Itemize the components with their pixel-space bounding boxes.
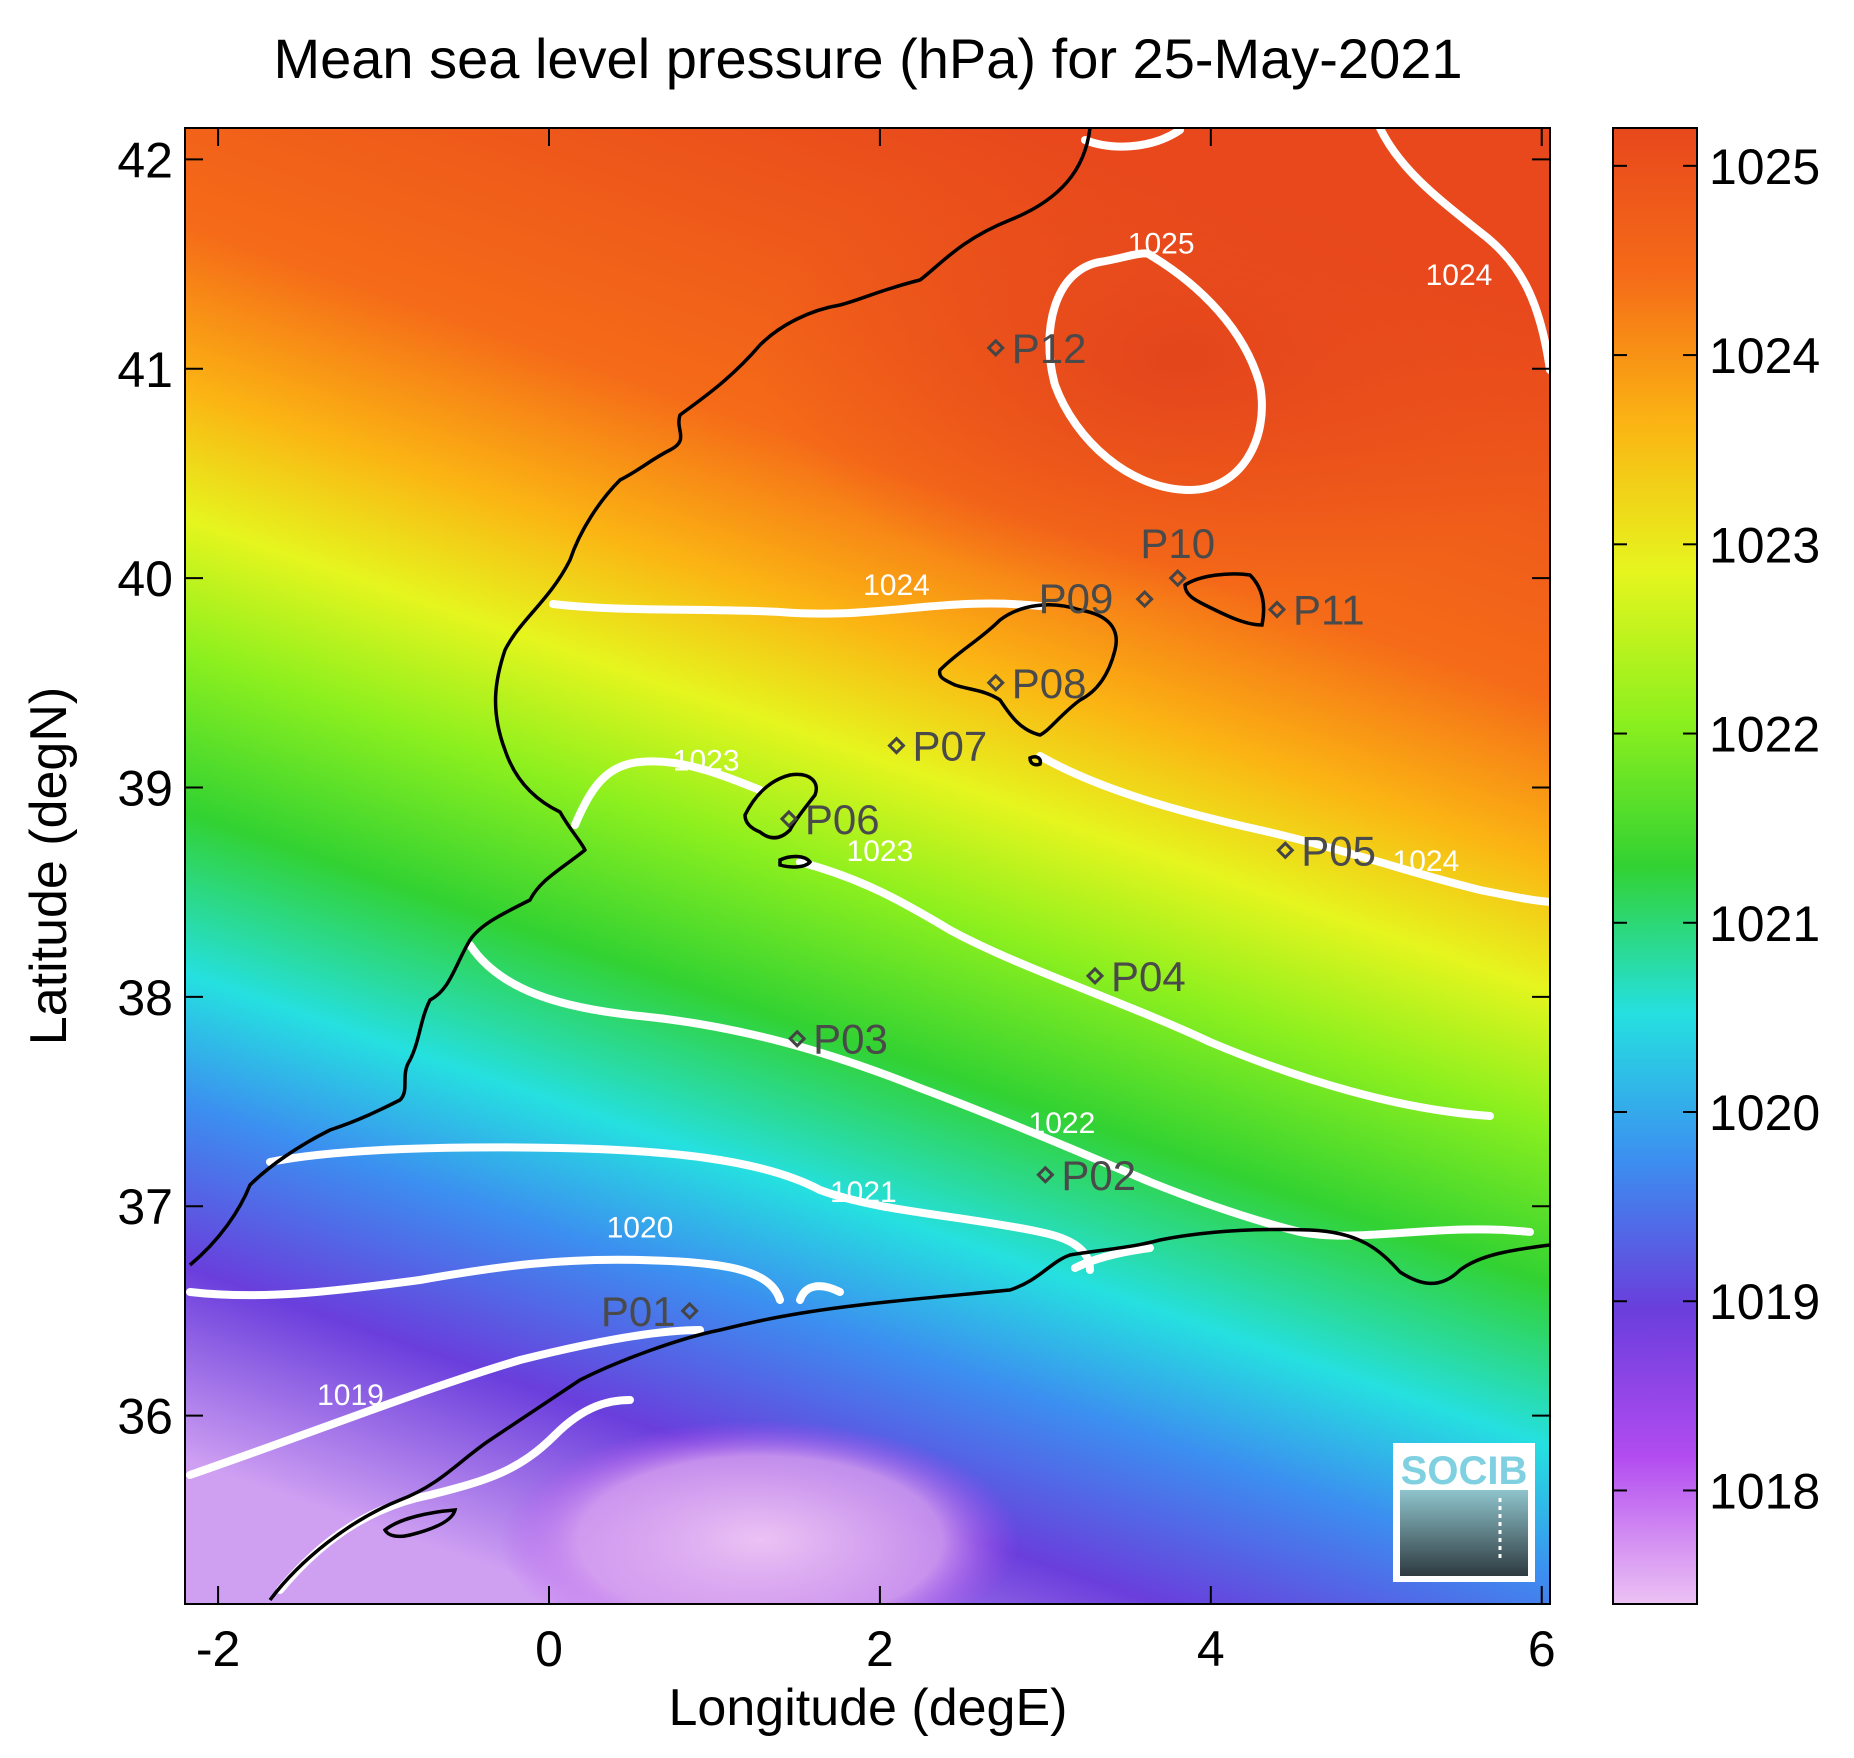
isobar-label: 1020 xyxy=(607,1212,674,1245)
iberian-coast xyxy=(188,128,1092,1267)
isobar-label: 1024 xyxy=(1393,845,1460,878)
x-axis-label: Longitude (degE) xyxy=(669,1679,1068,1737)
isobar-1025 xyxy=(1045,249,1266,494)
station-marker[interactable] xyxy=(887,736,906,755)
isobars xyxy=(186,128,1550,1594)
colorbar-tick-label: 1024 xyxy=(1709,328,1820,384)
station-label: P11 xyxy=(1293,587,1365,634)
formentera-island xyxy=(778,854,813,869)
colorbar-tick-label: 1019 xyxy=(1709,1274,1820,1330)
station-label: P05 xyxy=(1301,827,1376,874)
station-label: P03 xyxy=(813,1016,888,1063)
isobar-1024-north xyxy=(1376,128,1550,374)
station-marker[interactable] xyxy=(1267,600,1287,619)
y-tick-label: 42 xyxy=(117,132,173,188)
station-marker[interactable] xyxy=(1276,841,1295,860)
station-label: P06 xyxy=(805,796,880,843)
isobar-label: 1019 xyxy=(317,1379,384,1412)
y-tick-label: 41 xyxy=(117,342,173,398)
y-tick-label: 40 xyxy=(117,551,173,607)
x-tick-label: -2 xyxy=(196,1621,240,1677)
colorbar-tick-label: 1023 xyxy=(1709,517,1820,573)
map-plot-area: 1019 1020 1021 1022 1023 1023 1024 1024 1024 1025… xyxy=(185,128,1550,1604)
station-marker[interactable] xyxy=(986,338,1005,357)
isobar-1024-b xyxy=(1036,752,1550,906)
station-label: P02 xyxy=(1061,1152,1136,1199)
isobar-labels: 1019 1020 1021 1022 1023 1023 1024 1024 1024 1025 xyxy=(317,228,1492,1412)
x-tick-label: 4 xyxy=(1197,1621,1225,1677)
colorbar: 1018 1019 1020 1021 1022 1023 1024 1025 xyxy=(1612,127,1820,1605)
isobar-1024-top xyxy=(1081,128,1184,151)
socib-logo: SOCIB xyxy=(1393,1443,1535,1582)
logo-text: SOCIB xyxy=(1401,1449,1528,1493)
station-label: P07 xyxy=(912,723,987,770)
isobar-1021-b xyxy=(1071,1244,1154,1272)
station-marker[interactable] xyxy=(1036,1165,1055,1184)
pressure-high-north xyxy=(760,128,1550,600)
mallorca-island xyxy=(937,603,1118,737)
station-label: P01 xyxy=(601,1288,676,1335)
x-tick-label: 2 xyxy=(866,1621,894,1677)
isobar-1021 xyxy=(266,1143,1094,1274)
isobar-1023-b xyxy=(796,858,1494,1120)
isobar-label: 1023 xyxy=(847,835,914,868)
isobar-label: 1024 xyxy=(863,569,930,602)
y-axis: 36 37 38 39 40 41 42 xyxy=(117,132,1550,1445)
isobar-1019 xyxy=(186,1326,704,1479)
colorbar-tick-label: 1020 xyxy=(1709,1085,1820,1141)
colorbar-bar xyxy=(1612,127,1698,1605)
station-label: P08 xyxy=(1012,660,1087,707)
isobar-1020-b xyxy=(796,1282,844,1304)
menorca-island xyxy=(1183,572,1266,627)
station-label: P04 xyxy=(1111,953,1186,1000)
y-tick-label: 36 xyxy=(117,1389,173,1445)
station-marker[interactable] xyxy=(986,673,1005,692)
y-axis-label: Latitude (degN) xyxy=(20,687,78,1045)
african-coast xyxy=(268,1227,1550,1602)
isobar-1020 xyxy=(186,1255,784,1304)
isobar-label: 1022 xyxy=(1029,1107,1096,1140)
colorbar-ticks: 1018 1019 1020 1021 1022 1023 1024 1025 xyxy=(1613,139,1820,1519)
y-tick-label: 38 xyxy=(117,970,173,1026)
stations-layer: P01 P02 P03 P04 P05 P06 P07 P08 P09 P10 P11 P12 xyxy=(601,325,1376,1335)
station-marker[interactable] xyxy=(788,1029,807,1048)
isobar-1024 xyxy=(549,599,1044,618)
cabrera-island xyxy=(1028,755,1043,767)
plot-frame xyxy=(184,127,1551,1605)
isobar-label: 1024 xyxy=(1426,259,1493,292)
station-marker[interactable] xyxy=(680,1301,699,1321)
ibiza-island xyxy=(743,772,818,840)
isobar-1023 xyxy=(571,757,764,829)
colorbar-tick-label: 1021 xyxy=(1709,896,1820,952)
pressure-low-south xyxy=(500,1420,1020,1604)
station-marker[interactable] xyxy=(1135,589,1154,609)
y-tick-label: 39 xyxy=(117,760,173,816)
isobar-label: 1023 xyxy=(673,745,740,778)
station-label: P12 xyxy=(1012,325,1087,372)
colorbar-tick-label: 1025 xyxy=(1709,139,1820,195)
isobar-label: 1025 xyxy=(1128,228,1195,261)
station-marker[interactable] xyxy=(779,809,799,829)
isobar-1022 xyxy=(466,941,1534,1240)
station-marker[interactable] xyxy=(1085,966,1105,986)
station-label: P10 xyxy=(1140,520,1215,567)
colorbar-tick-label: 1018 xyxy=(1709,1463,1820,1519)
y-tick-label: 37 xyxy=(117,1179,173,1235)
x-axis: -2 0 2 4 6 xyxy=(196,128,1556,1677)
coastline xyxy=(188,128,1550,1602)
station-label: P09 xyxy=(1039,575,1114,622)
x-tick-label: 6 xyxy=(1528,1621,1556,1677)
colorbar-tick-label: 1022 xyxy=(1709,707,1820,763)
isobar-label: 1021 xyxy=(830,1176,897,1209)
station-marker[interactable] xyxy=(1168,569,1187,588)
x-tick-label: 0 xyxy=(535,1621,563,1677)
alboran-island xyxy=(382,1508,458,1539)
chart-title: Mean sea level pressure (hPa) for 25-May… xyxy=(273,27,1462,90)
